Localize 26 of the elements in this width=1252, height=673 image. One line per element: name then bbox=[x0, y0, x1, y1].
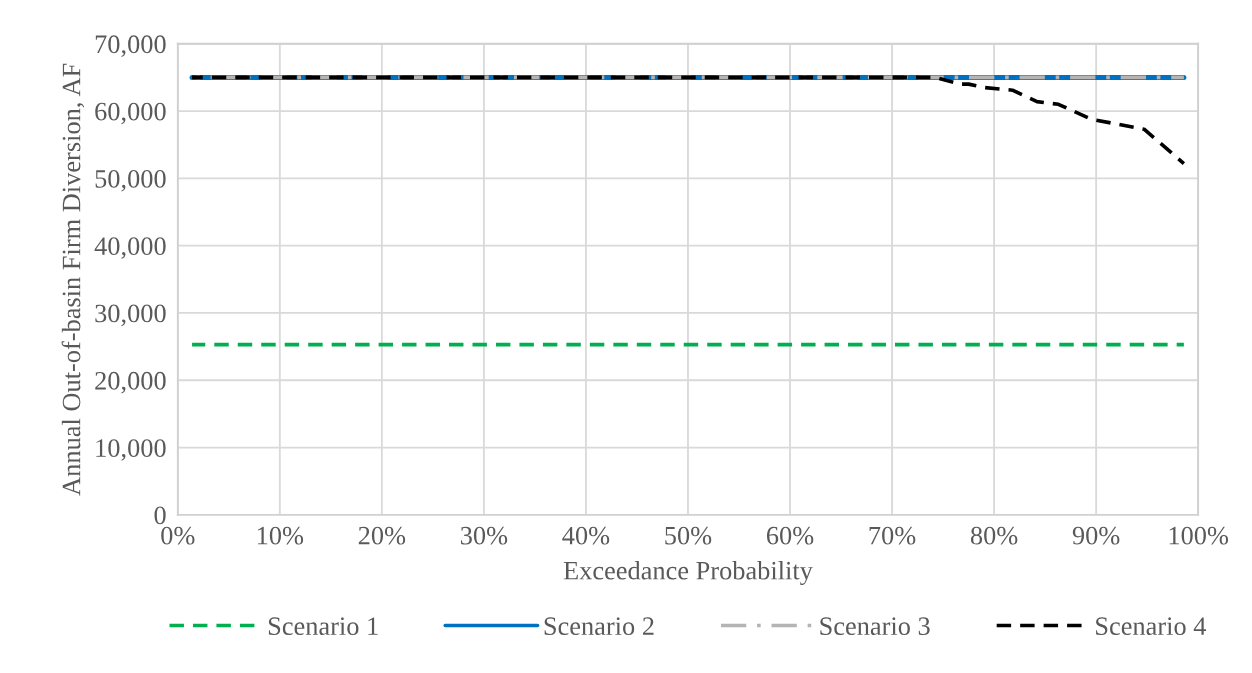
legend-label: Scenario 3 bbox=[820, 617, 930, 636]
x-tick-label: 0% bbox=[161, 526, 195, 545]
legend-label: Scenario 2 bbox=[544, 617, 654, 636]
x-tick-label: 70% bbox=[869, 526, 916, 545]
y-tick-label: 0 bbox=[154, 506, 166, 525]
x-tick-label: 80% bbox=[970, 526, 1018, 545]
y-tick-label: 30,000 bbox=[95, 304, 166, 327]
y-tick-label: 70,000 bbox=[95, 35, 166, 57]
y-axis-title: Annual Out-of-basin Firm Diversion, AF bbox=[61, 63, 85, 496]
x-axis-title: Exceedance Probability bbox=[563, 561, 813, 585]
x-tick-label: 30% bbox=[460, 526, 508, 545]
line-series bbox=[190, 75, 1186, 166]
x-tick-label: 60% bbox=[766, 526, 814, 545]
x-tick-label: 100% bbox=[1169, 526, 1229, 545]
y-tick-label: 40,000 bbox=[94, 237, 166, 259]
x-tick-label: 20% bbox=[358, 526, 406, 545]
y-tick-label: 10,000 bbox=[96, 439, 166, 461]
x-tick-label: 40% bbox=[562, 526, 610, 545]
y-tick-label: 50,000 bbox=[95, 169, 166, 192]
legend-label: Scenario 1 bbox=[268, 617, 378, 636]
x-tick-label: 10% bbox=[257, 526, 304, 545]
y-tick-label: 20,000 bbox=[95, 371, 166, 394]
x-tick-label: 90% bbox=[1072, 526, 1120, 545]
x-tick-label: 50% bbox=[665, 526, 712, 545]
legend-label: Scenario 4 bbox=[1096, 617, 1207, 636]
y-tick-label: 60,000 bbox=[95, 102, 166, 125]
